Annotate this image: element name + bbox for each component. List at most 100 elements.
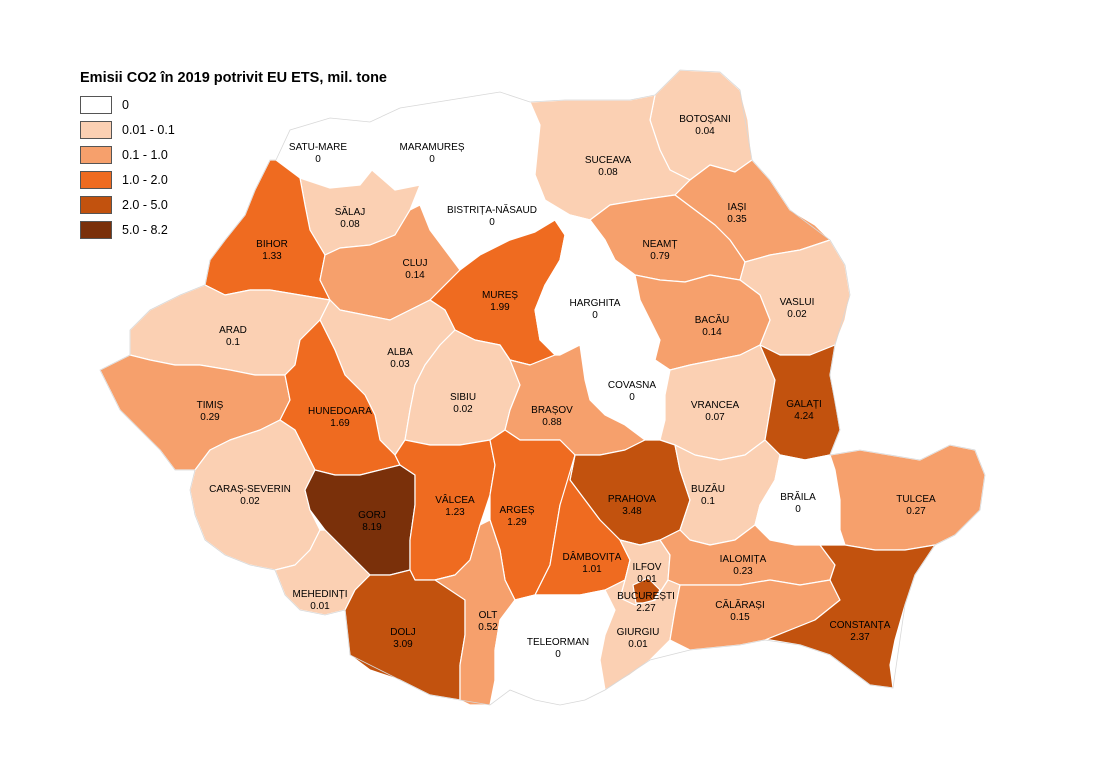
county-name-bistrita-nasaud: BISTRIȚA-NĂSAUD: [447, 203, 537, 216]
county-value-caras-severin: 0.02: [240, 496, 260, 507]
legend-label: 0.1 - 1.0: [122, 147, 168, 162]
legend-label: 0: [122, 97, 129, 112]
county-name-prahova: PRAHOVA: [608, 494, 656, 505]
county-value-hunedoara: 1.69: [330, 418, 350, 429]
legend-row: 1.0 - 2.0: [80, 167, 387, 192]
county-value-bistrita-nasaud: 0: [489, 217, 495, 228]
county-name-arad: ARAD: [219, 325, 247, 336]
county-value-olt: 0.52: [478, 622, 498, 633]
county-name-brasov: BRAȘOV: [531, 405, 573, 416]
county-value-calarasi: 0.15: [730, 612, 750, 623]
county-name-cluj: CLUJ: [402, 258, 427, 269]
county-value-bihor: 1.33: [262, 251, 282, 262]
county-name-olt: OLT: [479, 610, 498, 621]
county-value-maramures: 0: [429, 154, 435, 165]
county-value-bacau: 0.14: [702, 327, 722, 338]
county-value-bucuresti: 2.27: [636, 603, 656, 614]
legend-label: 1.0 - 2.0: [122, 172, 168, 187]
county-value-galati: 4.24: [794, 411, 814, 422]
county-name-harghita: HARGHITA: [570, 298, 621, 309]
county-value-gorj: 8.19: [362, 522, 382, 533]
county-name-hunedoara: HUNEDOARA: [308, 406, 372, 417]
county-value-sibiu: 0.02: [453, 404, 473, 415]
county-value-timis: 0.29: [200, 412, 220, 423]
legend-label: 0.01 - 0.1: [122, 122, 175, 137]
county-name-covasna: COVASNA: [608, 380, 656, 391]
county-name-iasi: IAȘI: [728, 202, 747, 213]
legend-swatch: [80, 170, 112, 189]
map-legend: Emisii CO2 în 2019 potrivit EU ETS, mil.…: [80, 70, 387, 242]
county-name-salaj: SĂLAJ: [335, 205, 366, 218]
county-name-ialomita: IALOMIȚA: [720, 554, 767, 565]
county-value-constanta: 2.37: [850, 632, 870, 643]
county-name-arges: ARGEȘ: [499, 505, 534, 516]
county-value-mehedinti: 0.01: [310, 601, 330, 612]
country-border: [99, 69, 986, 706]
county-name-gorj: GORJ: [358, 510, 386, 521]
county-name-mures: MUREȘ: [482, 290, 518, 301]
county-name-giurgiu: GIURGIU: [617, 627, 660, 638]
county-name-bihor: BIHOR: [256, 239, 288, 250]
county-value-tulcea: 0.27: [906, 506, 926, 517]
county-name-mehedinti: MEHEDINȚI: [293, 589, 348, 600]
county-value-dolj: 3.09: [393, 639, 413, 650]
legend-swatch: [80, 145, 112, 164]
county-name-sibiu: SIBIU: [450, 392, 476, 403]
county-name-maramures: MARAMUREȘ: [399, 142, 464, 153]
county-value-covasna: 0: [629, 392, 635, 403]
county-name-bacau: BACĂU: [695, 313, 729, 326]
county-value-salaj: 0.08: [340, 219, 360, 230]
county-value-alba: 0.03: [390, 359, 410, 370]
county-value-prahova: 3.48: [622, 506, 642, 517]
county-name-teleorman: TELEORMAN: [527, 637, 589, 648]
county-name-vaslui: VASLUI: [780, 297, 815, 308]
county-value-giurgiu: 0.01: [628, 639, 648, 650]
county-name-suceava: SUCEAVA: [585, 155, 632, 166]
county-value-botosani: 0.04: [695, 126, 715, 137]
county-name-dambovita: DÂMBOVIȚA: [563, 550, 622, 563]
county-regions: [99, 69, 986, 706]
county-value-iasi: 0.35: [727, 214, 747, 225]
county-value-satu-mare: 0: [315, 154, 321, 165]
county-value-valcea: 1.23: [445, 507, 465, 518]
county-name-alba: ALBA: [387, 347, 413, 358]
county-value-vaslui: 0.02: [787, 309, 807, 320]
county-name-braila: BRĂILA: [780, 490, 816, 503]
county-labels: SATU-MARE0MARAMUREȘ0BOTOȘANI0.04SUCEAVA0…: [197, 114, 936, 660]
legend-label: 2.0 - 5.0: [122, 197, 168, 212]
county-value-harghita: 0: [592, 310, 598, 321]
county-value-suceava: 0.08: [598, 167, 618, 178]
county-name-tulcea: TULCEA: [896, 494, 936, 505]
legend-swatch: [80, 195, 112, 214]
county-name-ilfov: ILFOV: [633, 562, 662, 573]
legend-row: 0.1 - 1.0: [80, 142, 387, 167]
county-value-dambovita: 1.01: [582, 564, 602, 575]
county-name-neamt: NEAMȚ: [643, 239, 678, 250]
county-value-ialomita: 0.23: [733, 566, 753, 577]
county-value-buzau: 0.1: [701, 496, 715, 507]
legend-row: 0: [80, 92, 387, 117]
legend-swatch: [80, 120, 112, 139]
county-name-calarasi: CĂLĂRAȘI: [715, 598, 764, 611]
county-name-dolj: DOLJ: [390, 627, 416, 638]
county-value-mures: 1.99: [490, 302, 510, 313]
county-value-braila: 0: [795, 504, 801, 515]
legend-row: 2.0 - 5.0: [80, 192, 387, 217]
county-value-cluj: 0.14: [405, 270, 425, 281]
legend-rows: 0 0.01 - 0.1 0.1 - 1.0 1.0 - 2.0 2.0 - 5.0 5.…: [80, 92, 387, 242]
legend-row: 5.0 - 8.2: [80, 217, 387, 242]
county-name-bucuresti: BUCUREȘTI: [617, 591, 675, 602]
legend-swatch: [80, 95, 112, 114]
county-name-satu-mare: SATU-MARE: [289, 142, 347, 153]
county-name-vrancea: VRANCEA: [691, 400, 740, 411]
county-value-ilfov: 0.01: [637, 574, 657, 585]
county-bucuresti: [632, 577, 661, 604]
legend-swatch: [80, 220, 112, 239]
county-name-botosani: BOTOȘANI: [679, 114, 731, 125]
county-value-brasov: 0.88: [542, 417, 562, 428]
legend-title: Emisii CO2 în 2019 potrivit EU ETS, mil.…: [80, 70, 387, 86]
county-name-buzau: BUZĂU: [691, 482, 725, 495]
county-value-arges: 1.29: [507, 517, 527, 528]
county-value-teleorman: 0: [555, 649, 561, 660]
